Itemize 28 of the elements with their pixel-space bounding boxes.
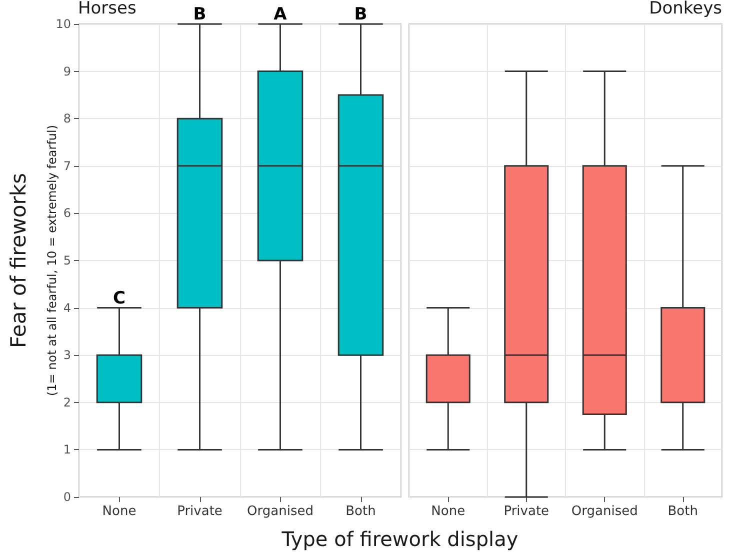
- annotation: B: [193, 4, 206, 24]
- x-tick-label: Organised: [247, 504, 314, 519]
- x-tick-label: None: [431, 504, 466, 519]
- x-axis-title: Type of firework display: [280, 527, 520, 551]
- text: (1= not at all fearful, 10 = extremely fearful): [45, 124, 59, 396]
- y-tick-label: 9: [63, 64, 71, 78]
- chart-title: Horses: [78, 0, 136, 18]
- annotation: B: [354, 4, 368, 24]
- y-tick-label: 8: [63, 112, 71, 126]
- y-tick-label: 6: [63, 206, 71, 220]
- y-tick-label: 3: [63, 348, 71, 362]
- chart-title: Donkeys: [649, 0, 722, 18]
- x-tick-label: Both: [668, 504, 698, 519]
- y-axis-title: Fear of fireworks: [6, 172, 30, 348]
- y-tick-label: 1: [63, 442, 71, 457]
- y-tick-label: 7: [63, 158, 71, 173]
- y-tick-label: 2: [63, 395, 71, 410]
- y-tick-label: 10: [56, 17, 71, 31]
- x-tick-label: None: [102, 504, 136, 519]
- y-tick-label: 5: [63, 254, 71, 268]
- x-tick-label: Both: [346, 504, 376, 519]
- y-tick-label: 0: [63, 490, 71, 504]
- annotation: A: [274, 4, 288, 24]
- x-tick-label: Private: [504, 504, 550, 519]
- annotation: C: [113, 288, 126, 308]
- x-tick-label: Private: [177, 504, 222, 519]
- y-tick-label: 4: [63, 300, 71, 315]
- x-tick-label: Organised: [571, 504, 638, 519]
